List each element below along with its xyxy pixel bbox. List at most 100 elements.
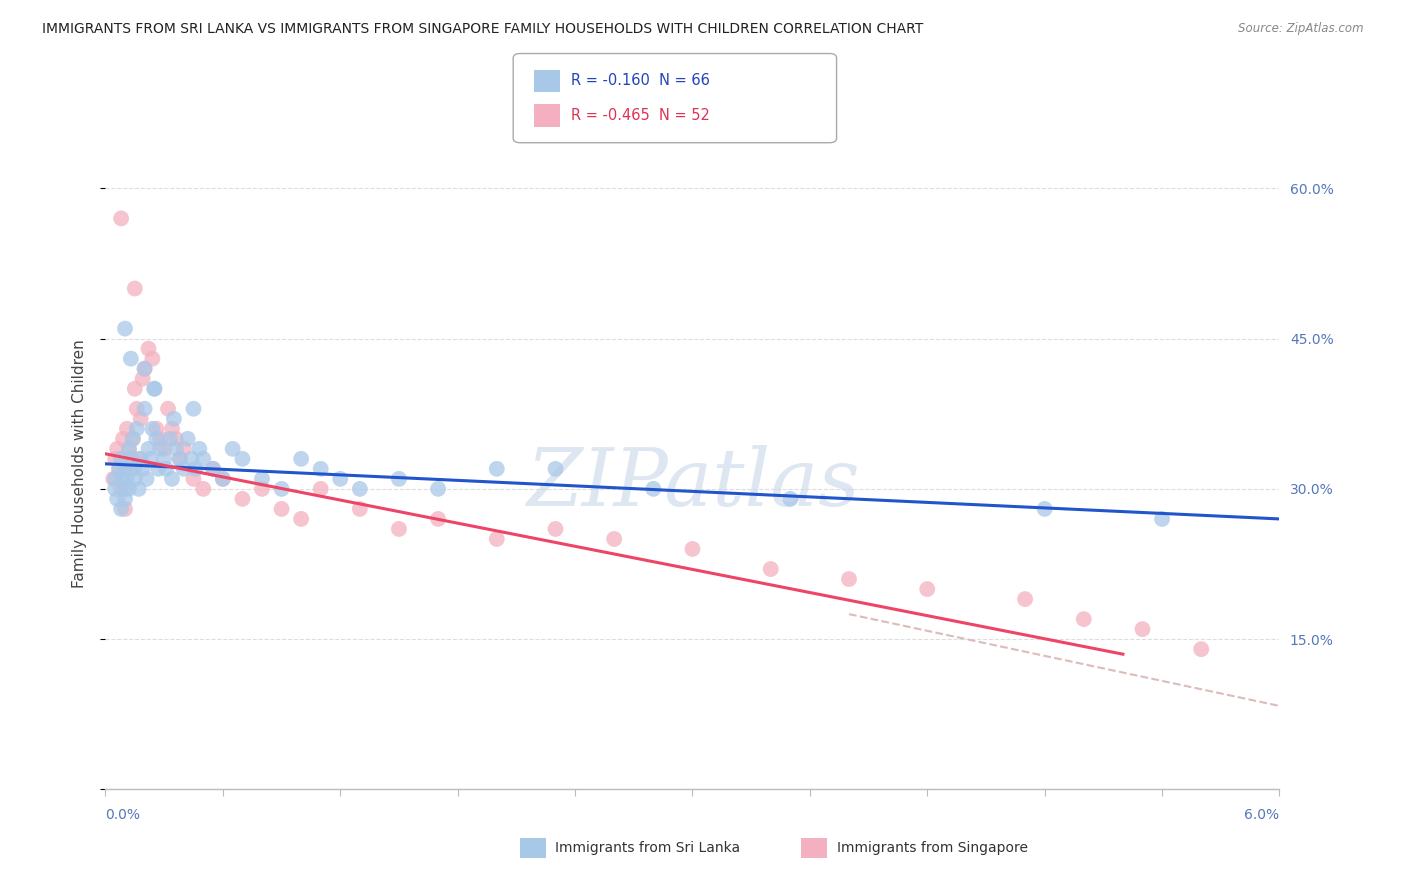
Point (160, 422, 183, 436)
Point (169, 451, 191, 466)
Text: Immigrants from Sri Lanka: Immigrants from Sri Lanka (555, 841, 741, 855)
Point (838, 572, 860, 586)
Point (148, 462, 170, 476)
Point (120, 462, 142, 476)
Point (114, 502, 136, 516)
Point (128, 451, 150, 466)
Point (917, 582, 939, 596)
Point (118, 482, 141, 496)
Point (108, 462, 131, 476)
Point (165, 432, 187, 446)
Point (682, 541, 704, 556)
Point (329, 472, 352, 486)
Point (176, 432, 198, 446)
Point (105, 442, 128, 456)
Point (270, 502, 292, 516)
Point (141, 351, 163, 366)
Point (183, 472, 205, 486)
Point (153, 451, 176, 466)
Point (125, 422, 148, 436)
Point (188, 442, 211, 456)
Point (121, 432, 143, 446)
Point (169, 451, 191, 466)
Point (138, 442, 160, 456)
Point (110, 211, 132, 226)
Text: 6.0%: 6.0% (1244, 808, 1279, 822)
Point (120, 351, 142, 366)
Point (202, 462, 225, 476)
Point (485, 462, 508, 476)
Point (173, 462, 195, 476)
Point (135, 472, 157, 486)
Point (114, 482, 136, 496)
Point (149, 442, 172, 456)
Point (544, 522, 567, 536)
Point (149, 432, 172, 446)
Text: Source: ZipAtlas.com: Source: ZipAtlas.com (1239, 22, 1364, 36)
Point (1033, 502, 1056, 516)
Point (388, 522, 411, 536)
Point (427, 482, 450, 496)
Point (211, 472, 233, 486)
Point (124, 462, 146, 476)
Point (108, 462, 131, 476)
Point (643, 482, 665, 496)
Point (180, 451, 202, 466)
Point (128, 482, 150, 496)
Point (290, 451, 312, 466)
Point (221, 442, 243, 456)
Point (129, 451, 152, 466)
Point (544, 462, 567, 476)
Text: Immigrants from Singapore: Immigrants from Singapore (837, 841, 1028, 855)
Point (120, 451, 142, 466)
Point (193, 482, 215, 496)
Point (124, 281, 146, 295)
Point (124, 472, 146, 486)
Point (138, 342, 160, 356)
Text: R = -0.465  N = 52: R = -0.465 N = 52 (571, 108, 710, 123)
Text: IMMIGRANTS FROM SRI LANKA VS IMMIGRANTS FROM SINGAPORE FAMILY HOUSEHOLDS WITH CH: IMMIGRANTS FROM SRI LANKA VS IMMIGRANTS … (42, 22, 924, 37)
Point (165, 442, 187, 456)
Point (759, 562, 782, 576)
Point (110, 502, 132, 516)
Point (163, 411, 186, 425)
Point (184, 462, 207, 476)
Point (1150, 512, 1173, 526)
Point (110, 451, 132, 466)
Point (349, 502, 371, 516)
Point (250, 472, 273, 486)
Point (105, 491, 128, 506)
Point (104, 451, 127, 466)
Point (125, 401, 148, 416)
Point (104, 482, 127, 496)
Point (104, 472, 127, 486)
Point (388, 472, 411, 486)
Point (141, 422, 163, 436)
Text: 0.0%: 0.0% (105, 808, 141, 822)
Point (114, 462, 136, 476)
Point (1132, 622, 1154, 636)
Point (1014, 592, 1036, 607)
Point (134, 401, 156, 416)
Point (603, 532, 626, 546)
Point (485, 532, 508, 546)
Point (145, 432, 167, 446)
Y-axis label: Family Households with Children: Family Households with Children (72, 340, 87, 588)
Point (121, 432, 143, 446)
Point (143, 382, 166, 396)
Point (309, 482, 332, 496)
Point (114, 491, 136, 506)
Point (118, 442, 141, 456)
Point (1189, 642, 1212, 657)
Point (193, 451, 215, 466)
Point (202, 462, 225, 476)
Point (250, 482, 273, 496)
Point (159, 432, 181, 446)
Text: R = -0.160  N = 66: R = -0.160 N = 66 (571, 73, 710, 88)
Point (145, 422, 167, 436)
Point (114, 321, 136, 335)
Point (779, 491, 801, 506)
Point (427, 512, 450, 526)
Point (270, 482, 292, 496)
Point (115, 422, 138, 436)
